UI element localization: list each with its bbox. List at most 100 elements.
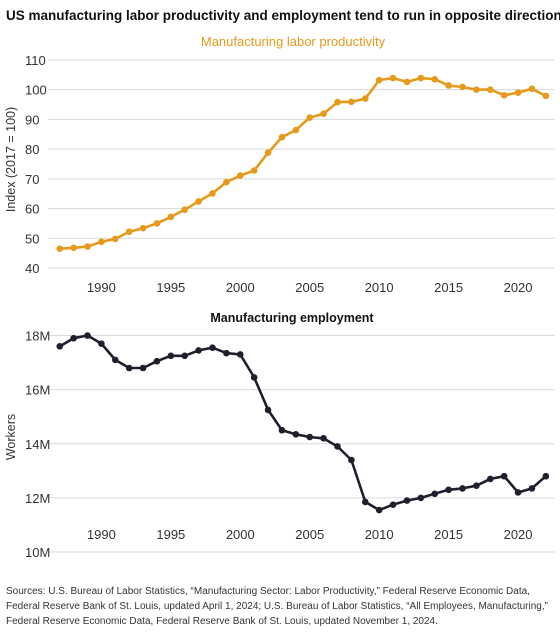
data-point	[84, 243, 91, 250]
data-point	[320, 435, 327, 442]
data-point	[84, 332, 91, 339]
data-point	[181, 352, 189, 360]
data-point	[375, 506, 383, 514]
x-tick-label: 2015	[434, 280, 463, 295]
data-point	[459, 83, 466, 91]
data-point	[98, 340, 105, 347]
sources-note: Sources: U.S. Bureau of Labor Statistics…	[6, 586, 548, 627]
data-point	[56, 343, 64, 350]
data-point	[139, 224, 147, 232]
data-point	[459, 485, 466, 492]
data-point	[139, 364, 147, 372]
data-point	[403, 497, 411, 504]
y-tick-label: 10M	[25, 545, 50, 560]
data-point	[361, 95, 369, 102]
data-point	[223, 349, 230, 357]
data-point	[236, 351, 244, 358]
data-point	[542, 472, 550, 480]
data-point	[500, 91, 508, 99]
data-point	[153, 220, 161, 227]
x-tick-label: 2010	[365, 280, 394, 295]
chart-main-title: US manufacturing labor productivity and …	[6, 8, 560, 23]
data-point	[306, 114, 314, 121]
data-point	[209, 344, 216, 352]
data-point	[167, 213, 175, 221]
data-point	[250, 167, 258, 174]
x-tick-label: 2005	[295, 527, 324, 542]
x-tick-label: 2000	[226, 280, 255, 295]
data-point	[56, 245, 64, 252]
data-point	[389, 74, 397, 82]
y-axis-label: Workers	[4, 414, 18, 460]
y-tick-label: 110	[25, 53, 46, 68]
data-point	[403, 78, 411, 86]
y-tick-label: 40	[25, 261, 39, 276]
panel-title: Manufacturing labor productivity	[201, 34, 386, 49]
data-point	[223, 178, 230, 186]
data-point	[473, 86, 480, 93]
productivity-chart: 40 50 60 70 80 90 100 110 1990 1995 2000 2005 2010 20…	[4, 34, 555, 295]
data-point	[445, 82, 452, 89]
data-point	[306, 433, 314, 441]
data-point	[431, 75, 439, 83]
x-tick-label: 2020	[504, 280, 533, 295]
data-point	[500, 472, 508, 480]
data-point	[153, 357, 161, 365]
data-point	[167, 352, 175, 360]
data-point	[375, 76, 383, 84]
data-point	[361, 498, 369, 506]
data-point	[195, 347, 202, 354]
data-point	[125, 228, 133, 236]
y-axis-label: Index (2017 = 100)	[4, 107, 18, 212]
x-tick-label: 1990	[87, 527, 116, 542]
data-point	[209, 190, 216, 197]
y-tick-label: 12M	[25, 491, 50, 506]
panel-title: Manufacturing employment	[210, 311, 374, 325]
data-point	[264, 406, 272, 414]
data-point	[348, 98, 355, 106]
data-point	[111, 356, 119, 364]
data-point	[528, 485, 536, 492]
y-tick-label: 100	[25, 83, 47, 98]
x-tick-label: 2005	[295, 280, 324, 295]
x-tick-label: 2015	[434, 527, 463, 542]
series-line	[59, 334, 547, 512]
data-point	[334, 443, 341, 450]
data-point	[389, 501, 397, 508]
y-tick-label: 80	[25, 142, 39, 157]
y-tick-label: 70	[25, 172, 39, 187]
data-point	[514, 89, 522, 96]
y-tick-label: 14M	[25, 437, 50, 452]
data-point	[292, 126, 300, 134]
data-point	[236, 172, 244, 179]
data-point	[111, 235, 119, 243]
data-point	[278, 133, 286, 141]
data-point	[250, 374, 258, 381]
data-point	[417, 74, 425, 82]
data-point	[292, 430, 300, 438]
y-tick-label: 16M	[25, 383, 50, 398]
series-line	[59, 76, 547, 250]
x-tick-label: 2000	[226, 527, 255, 542]
y-tick-label: 18M	[25, 329, 50, 344]
data-point	[528, 85, 536, 93]
data-point	[431, 490, 439, 498]
data-point	[98, 238, 105, 246]
data-point	[486, 86, 494, 93]
x-tick-label: 1990	[87, 280, 116, 295]
data-point	[514, 489, 522, 496]
data-point	[486, 475, 494, 483]
employment-chart: 10M 12M 14M 16M 18M 1990 1995 2000 2005 2010 2015 2…	[4, 311, 555, 560]
data-point	[278, 426, 286, 434]
y-tick-label: 60	[25, 202, 39, 217]
data-point	[181, 206, 189, 214]
x-tick-label: 1995	[156, 527, 185, 542]
x-tick-label: 2010	[365, 527, 394, 542]
data-point	[348, 456, 355, 464]
data-point	[417, 494, 425, 502]
data-point	[334, 98, 341, 106]
data-point	[264, 149, 272, 156]
data-point	[195, 198, 202, 205]
data-point	[70, 334, 77, 342]
